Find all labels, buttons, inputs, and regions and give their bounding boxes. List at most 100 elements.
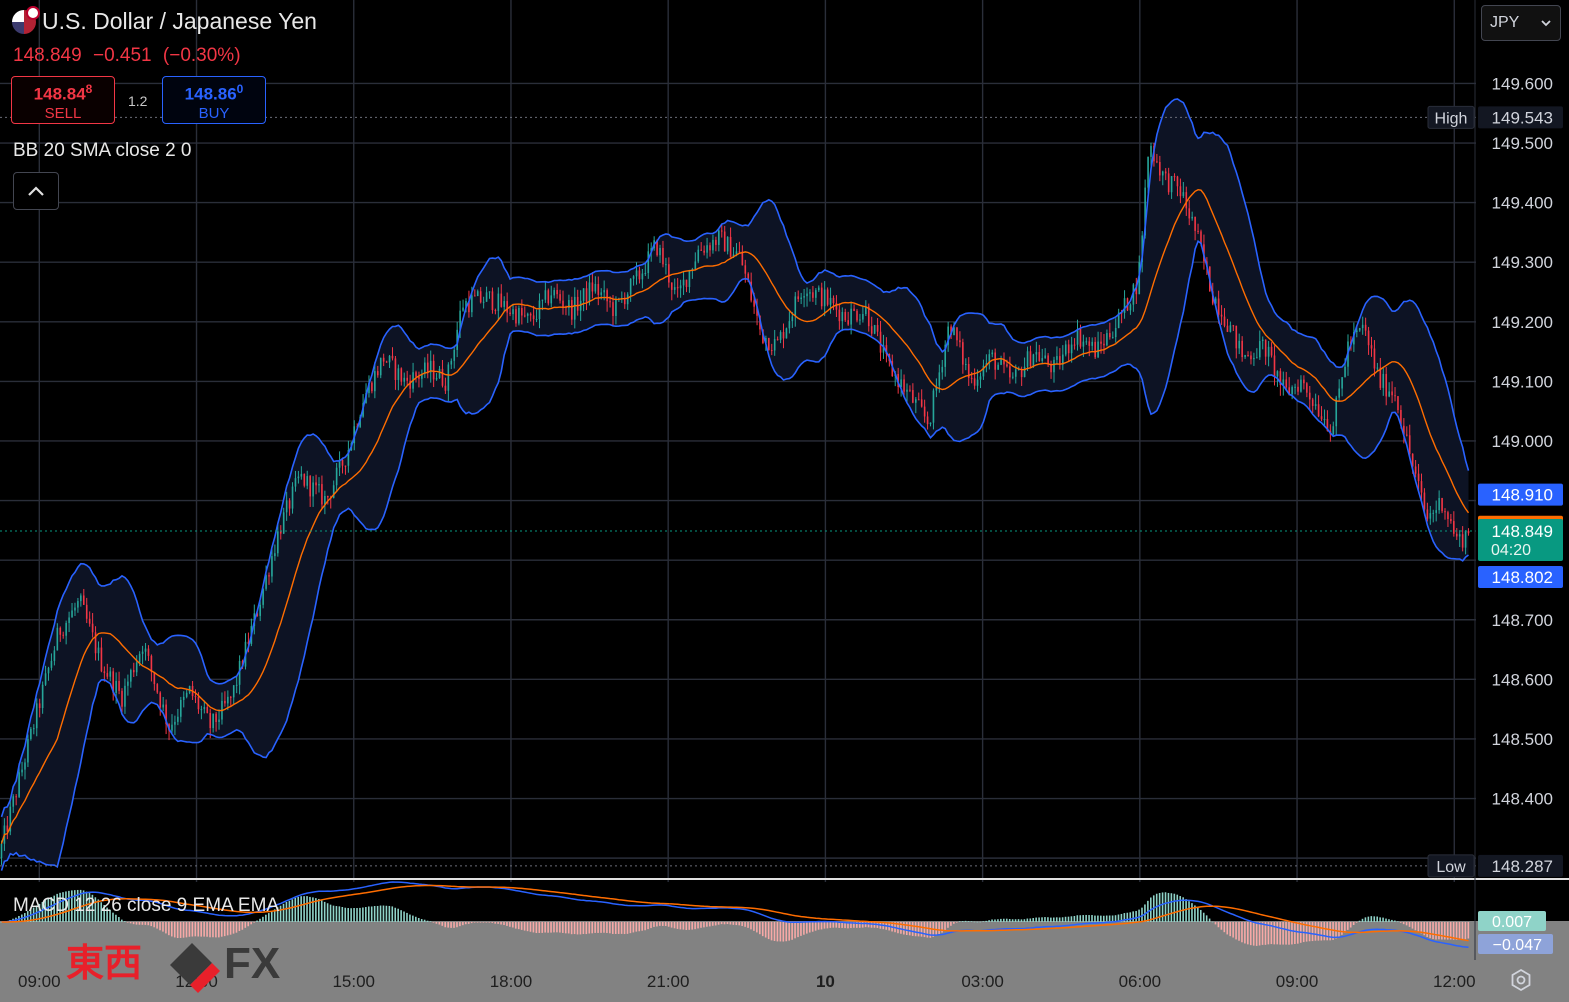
macd-histogram-bar bbox=[1026, 918, 1029, 922]
candle-body bbox=[556, 290, 558, 295]
price-tick-label: 149.100 bbox=[1492, 372, 1553, 391]
macd-histogram-bar bbox=[1308, 922, 1311, 942]
high-label: High bbox=[1435, 110, 1468, 127]
macd-legend[interactable]: MACD 12 26 close 9 EMA EMA bbox=[13, 895, 280, 916]
candle-body bbox=[1070, 344, 1073, 354]
macd-histogram-bar bbox=[470, 922, 473, 924]
macd-histogram-bar bbox=[1261, 922, 1264, 945]
candle-body bbox=[1300, 379, 1302, 392]
macd-histogram-bar bbox=[785, 922, 788, 942]
macd-hist-tag-bg bbox=[1478, 911, 1546, 931]
candle-body bbox=[1358, 328, 1361, 331]
macd-histogram-bar bbox=[1191, 903, 1193, 922]
macd-histogram-bar bbox=[700, 922, 702, 928]
buy-button[interactable]: 148.860 BUY bbox=[162, 76, 266, 124]
macd-histogram-bar bbox=[1008, 919, 1011, 922]
macd-histogram-bar bbox=[1432, 922, 1434, 940]
macd-histogram-bar bbox=[1179, 896, 1182, 922]
macd-histogram-bar bbox=[417, 918, 420, 922]
macd-histogram-bar bbox=[1408, 922, 1411, 927]
candle-body bbox=[112, 671, 114, 693]
candle-body bbox=[726, 236, 729, 252]
macd-histogram-bar bbox=[1305, 922, 1308, 942]
candle-body bbox=[1103, 343, 1105, 346]
collapse-legend-button[interactable] bbox=[13, 172, 59, 210]
macd-histogram-bar bbox=[656, 922, 658, 927]
macd-histogram-bar bbox=[556, 922, 558, 933]
candle-body bbox=[1247, 355, 1249, 357]
candle-body bbox=[756, 306, 758, 316]
candle-body bbox=[1117, 312, 1120, 328]
candle-body bbox=[1423, 492, 1426, 510]
candle-body bbox=[194, 696, 197, 698]
candle-body bbox=[1094, 341, 1096, 358]
macd-histogram-bar bbox=[750, 922, 752, 930]
macd-histogram-bar bbox=[1435, 922, 1437, 940]
macd-histogram-bar bbox=[938, 922, 940, 935]
macd-histogram-bar bbox=[1176, 894, 1179, 922]
macd-pane[interactable]: 0.007 −0.047 bbox=[0, 881, 1569, 960]
candle-body bbox=[1076, 328, 1079, 345]
macd-histogram-bar bbox=[1426, 922, 1428, 937]
candle-body bbox=[735, 251, 738, 255]
candle-body bbox=[1179, 186, 1182, 197]
candle-body bbox=[450, 360, 453, 365]
candle-body bbox=[768, 337, 770, 351]
macd-histogram-bar bbox=[567, 922, 570, 934]
candle-body bbox=[297, 476, 300, 479]
candle-body bbox=[820, 287, 823, 307]
candle-body bbox=[426, 362, 429, 373]
candle-body bbox=[97, 647, 100, 654]
sell-button[interactable]: 148.848 SELL bbox=[11, 76, 115, 124]
candle-body bbox=[224, 700, 226, 704]
macd-histogram-bar bbox=[1244, 922, 1246, 944]
macd-histogram-bar bbox=[844, 922, 846, 929]
candle-body bbox=[1062, 354, 1064, 365]
price-change-pct: (−0.30%) bbox=[162, 45, 241, 66]
candle-body bbox=[291, 486, 294, 509]
macd-histogram-bar bbox=[1247, 922, 1249, 945]
candle-body bbox=[56, 627, 59, 651]
candle-body bbox=[1185, 192, 1188, 209]
macd-histogram-bar bbox=[920, 922, 923, 937]
candle-body bbox=[600, 292, 603, 295]
macd-histogram-bar bbox=[988, 920, 990, 922]
macd-histogram-bar bbox=[1349, 922, 1352, 928]
macd-histogram-bar bbox=[841, 922, 843, 928]
macd-histogram-bar bbox=[173, 922, 176, 938]
candle-body bbox=[932, 390, 935, 423]
macd-histogram-bar bbox=[1376, 916, 1378, 922]
macd-histogram-bar bbox=[394, 907, 397, 922]
bollinger-legend[interactable]: BB 20 SMA close 2 0 bbox=[13, 140, 192, 161]
candle-body bbox=[121, 690, 123, 707]
macd-histogram-bar bbox=[1223, 922, 1226, 933]
macd-histogram-bar bbox=[1035, 917, 1037, 922]
currency-select[interactable]: JPY bbox=[1481, 5, 1561, 41]
time-tick-label: 15:00 bbox=[332, 972, 375, 991]
low-label: Low bbox=[1436, 859, 1466, 876]
macd-histogram-bar bbox=[982, 921, 985, 922]
candle-body bbox=[1361, 324, 1364, 329]
candle-body bbox=[1229, 325, 1232, 332]
candle-body bbox=[415, 372, 417, 377]
macd-histogram-bar bbox=[1291, 922, 1293, 945]
macd-histogram-bar bbox=[456, 922, 458, 928]
macd-histogram-bar bbox=[1226, 922, 1229, 935]
time-tick-label: 18:00 bbox=[490, 972, 533, 991]
candle-body bbox=[500, 293, 503, 307]
time-axis[interactable] bbox=[0, 960, 1569, 1002]
candle-body bbox=[371, 382, 373, 392]
candle-body bbox=[468, 301, 470, 313]
candle-body bbox=[826, 289, 829, 305]
macd-histogram-bar bbox=[744, 922, 746, 927]
candle-body bbox=[973, 378, 976, 386]
candle-body bbox=[1276, 371, 1279, 377]
candle-body bbox=[432, 360, 435, 380]
candle-body bbox=[1447, 512, 1449, 520]
macd-histogram-bar bbox=[732, 922, 735, 925]
candle-body bbox=[1085, 341, 1088, 343]
candle-body bbox=[662, 247, 664, 265]
settings-button[interactable] bbox=[1506, 965, 1536, 995]
macd-histogram-bar bbox=[200, 922, 202, 937]
